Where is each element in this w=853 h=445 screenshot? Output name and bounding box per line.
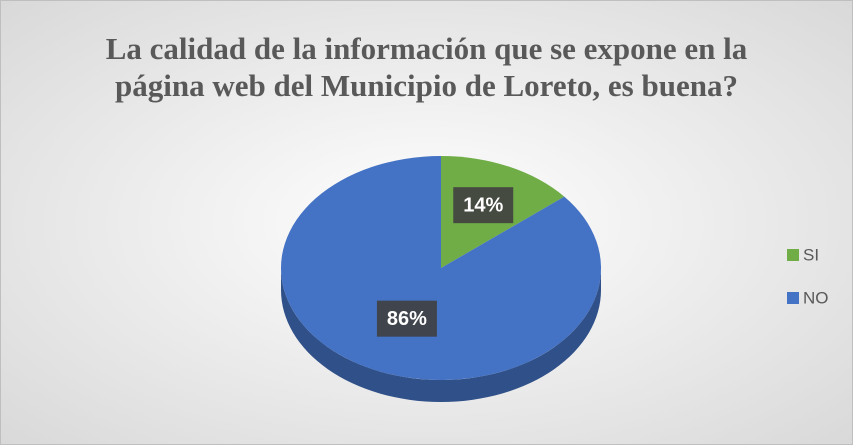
data-label: 86% bbox=[387, 308, 427, 330]
legend: SI NO bbox=[787, 245, 829, 307]
pie-side bbox=[281, 268, 601, 402]
pie: 14% 86% bbox=[281, 156, 601, 402]
data-label: 14% bbox=[463, 194, 503, 216]
legend-swatch bbox=[787, 292, 799, 304]
data-label-box bbox=[376, 300, 437, 337]
legend-label: SI bbox=[803, 245, 819, 264]
legend-label: NO bbox=[803, 288, 829, 307]
chart-title: La calidad de la información que se expo… bbox=[105, 31, 748, 103]
data-label-box bbox=[453, 187, 514, 224]
legend-swatch bbox=[787, 249, 799, 261]
pie-slice bbox=[281, 156, 601, 380]
